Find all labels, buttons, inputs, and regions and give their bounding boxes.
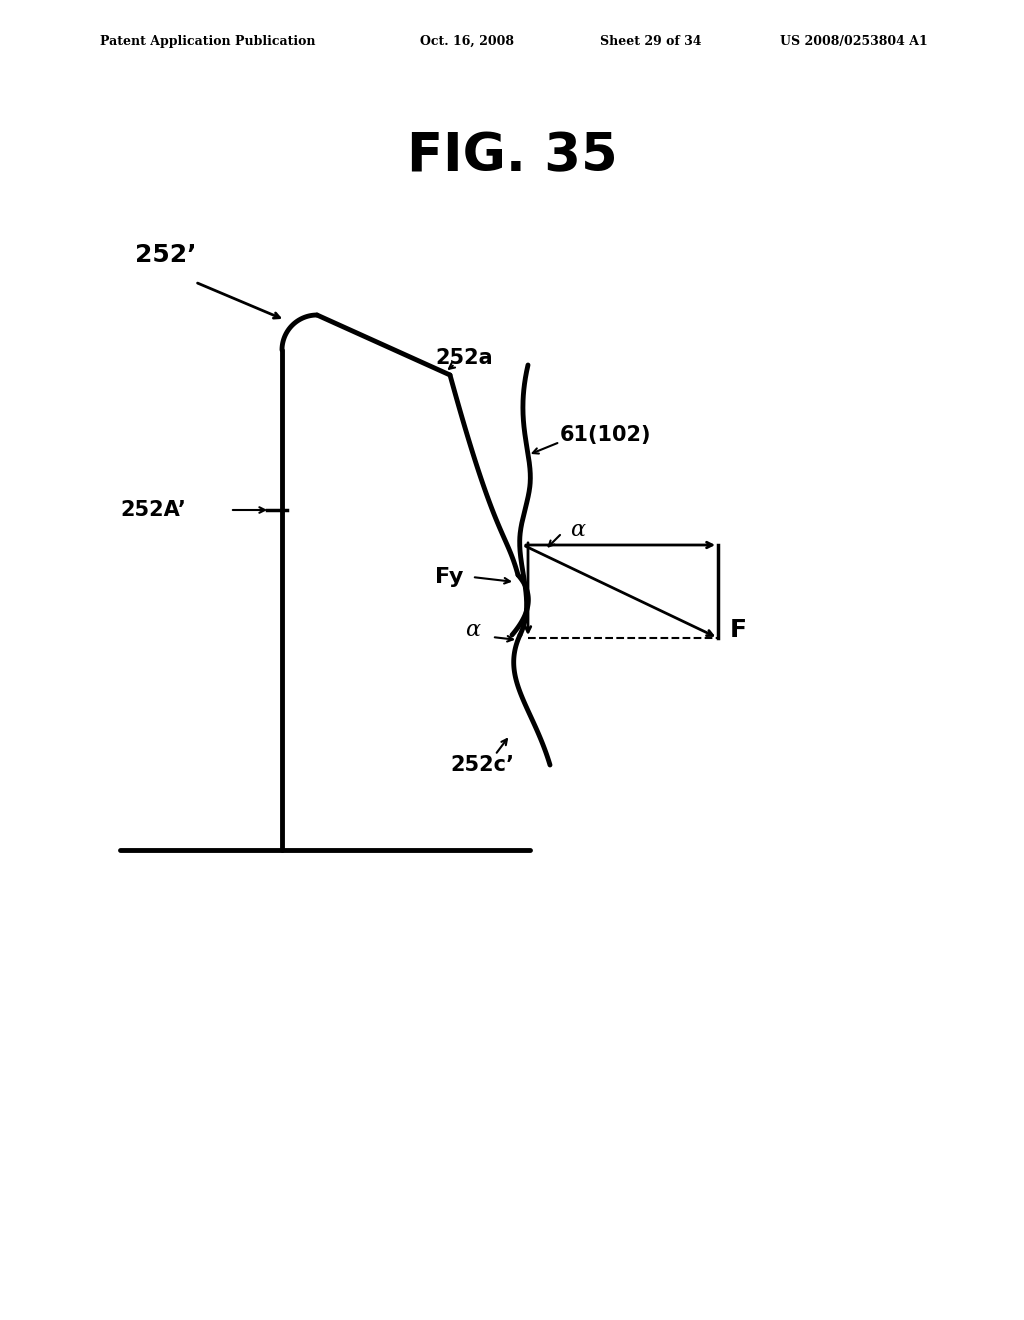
Text: F: F: [730, 618, 746, 642]
Text: 252c’: 252c’: [450, 755, 514, 775]
Text: 252A’: 252A’: [120, 500, 186, 520]
Text: FIG. 35: FIG. 35: [407, 129, 617, 182]
Text: Oct. 16, 2008: Oct. 16, 2008: [420, 36, 514, 48]
Text: Sheet 29 of 34: Sheet 29 of 34: [600, 36, 701, 48]
Text: α: α: [570, 519, 585, 541]
Text: 252’: 252’: [135, 243, 197, 267]
Text: Patent Application Publication: Patent Application Publication: [100, 36, 315, 48]
Text: 61(102): 61(102): [560, 425, 651, 445]
Text: α: α: [465, 619, 480, 642]
Text: 252a: 252a: [435, 348, 493, 368]
Text: US 2008/0253804 A1: US 2008/0253804 A1: [780, 36, 928, 48]
Text: Fy: Fy: [435, 568, 464, 587]
